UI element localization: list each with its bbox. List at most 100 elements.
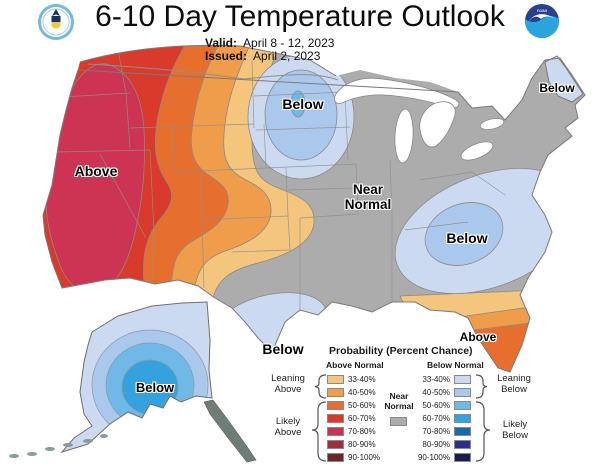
contour-southeast-below-40-50 [424, 202, 504, 266]
legend-row-above-33-40: 33-40% [327, 375, 380, 384]
label-florida-above: Above [459, 330, 497, 344]
legend-row-below-33-40: 33-40% [408, 375, 471, 384]
range-above-40-50: 40-50% [348, 388, 376, 397]
legend-near-line1: Near [389, 391, 409, 401]
range-below-90-100: 90-100% [417, 453, 450, 462]
legend-row-below-80-90: 80-90% [408, 440, 471, 449]
contour-midwest-below-50-60 [290, 90, 306, 118]
lake-michigan [394, 108, 414, 164]
brace-likely-below [475, 401, 491, 462]
range-below-80-90: 80-90% [422, 440, 450, 449]
label-midwest-below: Below [282, 96, 324, 112]
dept-of-commerce-seal [38, 4, 74, 40]
legend-row-above-70-80: 70-80% [327, 427, 380, 436]
legend-below-header: Below Normal [427, 360, 484, 370]
label-near-normal-line2: Normal [344, 197, 392, 212]
legend-row-above-50-60: 50-60% [327, 401, 380, 410]
valid-label: Valid: [205, 36, 238, 50]
swatch-above-90-100 [327, 453, 344, 462]
legend-row-below-90-100: 90-100% [408, 453, 471, 462]
legend-near-normal-label: Near Normal [380, 391, 418, 411]
likely-below-line1: Likely [502, 419, 528, 430]
noaa-logo-text: noaa [537, 8, 548, 13]
swatch-below-33-40 [454, 375, 471, 384]
legend-above-header: Above Normal [326, 360, 384, 370]
swatch-below-60-70 [454, 414, 471, 423]
swatch-below-50-60 [454, 401, 471, 410]
legend-above-column: 33-40% 40-50% 50-60% 60-70% 70-80% 80-90… [327, 375, 380, 462]
swatch-near-normal [390, 417, 407, 426]
legend-row-above-60-70: 60-70% [327, 414, 380, 423]
likely-above-line1: Likely [275, 416, 301, 427]
range-below-70-80: 70-80% [422, 427, 450, 436]
leaning-below-line2: Below [501, 383, 527, 395]
legend-braces [311, 374, 491, 462]
state-borders [55, 49, 506, 310]
us-canada-border-line [87, 63, 339, 81]
swatch-above-80-90 [327, 440, 344, 449]
legend-row-below-40-50: 40-50% [408, 388, 471, 397]
legend-below-column: 33-40% 40-50% 50-60% 60-70% 70-80% 80-90… [408, 375, 471, 462]
range-below-40-50: 40-50% [422, 388, 450, 397]
leaning-above-line1: Leaning [271, 373, 305, 384]
aleutian-islands [9, 434, 108, 458]
swatch-below-70-80 [454, 427, 471, 436]
label-alaska-below: Below [135, 380, 175, 395]
lake-erie [460, 141, 494, 161]
legend-group-likely-above: Likely Above [266, 416, 310, 438]
swatch-below-40-50 [454, 388, 471, 397]
swatch-above-50-60 [327, 401, 344, 410]
lake-huron [419, 101, 456, 148]
issued-label: Issued: [205, 49, 248, 63]
legend-row-below-50-60: 50-60% [408, 401, 471, 410]
page-title: 6-10 Day Temperature Outlook [95, 0, 505, 33]
range-below-60-70: 60-70% [422, 414, 450, 423]
lake-ontario [479, 118, 505, 130]
range-below-50-60: 50-60% [422, 401, 450, 410]
range-above-33-40: 33-40% [348, 375, 376, 384]
swatch-above-60-70 [327, 414, 344, 423]
leaning-above-line2: Above [274, 383, 302, 395]
range-below-33-40: 33-40% [422, 375, 450, 384]
legend-near-line2: Normal [384, 400, 414, 411]
label-west-above: Above [74, 163, 118, 179]
canada-mask [348, 34, 600, 116]
range-above-80-90: 80-90% [348, 440, 376, 449]
legend-group-leaning-above: Leaning Above [266, 373, 310, 395]
legend-row-above-40-50: 40-50% [327, 388, 380, 397]
swatch-above-70-80 [327, 427, 344, 436]
brace-likely-above [311, 401, 327, 462]
valid-date-line: Valid: April 8 - 12, 2023 [205, 36, 334, 50]
leaning-below-line1: Leaning [497, 373, 531, 384]
swatch-above-40-50 [327, 388, 344, 397]
likely-below-line2: Below [502, 429, 528, 441]
swatch-below-80-90 [454, 440, 471, 449]
legend-row-below-70-80: 70-80% [408, 427, 471, 436]
alaska-panhandle [203, 399, 257, 463]
legend-group-likely-below: Likely Below [493, 419, 537, 441]
great-lakes [334, 77, 505, 164]
brace-leaning-below [475, 374, 488, 399]
range-above-60-70: 60-70% [348, 414, 376, 423]
legend-row-above-80-90: 80-90% [327, 440, 380, 449]
legend-row-above-90-100: 90-100% [327, 453, 380, 462]
valid-value: April 8 - 12, 2023 [243, 36, 335, 50]
alaska-outline [60, 301, 213, 453]
likely-above-line2: Above [274, 426, 302, 438]
conus-outline [42, 44, 586, 373]
legend-group-leaning-below: Leaning Below [491, 373, 537, 395]
range-above-70-80: 70-80% [348, 427, 376, 436]
dept-of-commerce-seal-graphic [38, 4, 74, 40]
label-maine-below: Below [539, 81, 575, 95]
range-above-90-100: 90-100% [348, 453, 381, 462]
issued-date-line: Issued: April 2, 2023 [205, 49, 320, 63]
label-texas-below: Below [262, 341, 304, 357]
label-near-normal-line1: Near [352, 182, 384, 197]
label-near-normal: Near Normal [338, 182, 398, 212]
range-above-50-60: 50-60% [348, 401, 376, 410]
legend-title: Probability (Percent Chance) [329, 345, 473, 357]
label-southeast-below: Below [446, 230, 488, 246]
brace-leaning-above [314, 374, 327, 399]
